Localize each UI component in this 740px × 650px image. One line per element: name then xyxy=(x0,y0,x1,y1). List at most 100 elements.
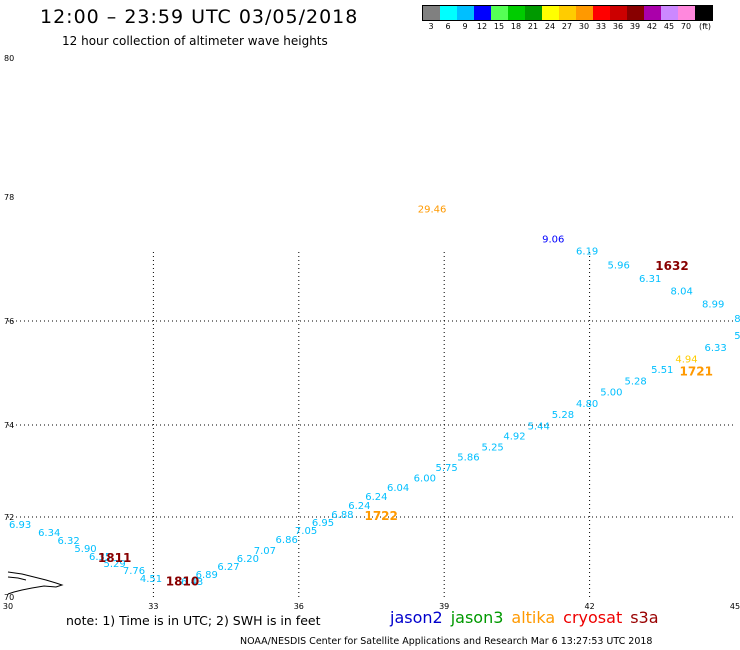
wave-height-label: 6.20 xyxy=(237,554,259,565)
pass-time-label: 1811 xyxy=(98,551,131,565)
wave-height-label: 6.32 xyxy=(57,536,79,547)
legend-label: 45 xyxy=(663,22,675,31)
wave-height-label: 4.94 xyxy=(675,355,697,366)
y-tick-label: 70 xyxy=(4,593,14,602)
x-tick-label: 45 xyxy=(730,602,740,611)
map-subtitle: 12 hour collection of altimeter wave hei… xyxy=(62,34,328,48)
wave-height-label: 4.92 xyxy=(503,432,525,443)
satellite-legend-item: s3a xyxy=(630,608,659,627)
legend-label: 42 xyxy=(646,22,658,31)
legend-swatch xyxy=(423,6,440,20)
legend-labels: 3 6 9 12 15 18 21 24 27 30 33 36 39 42 45 70 (ft) xyxy=(422,22,713,34)
satellite-legend-item: cryosat xyxy=(563,608,623,627)
pass-time-label: 1810 xyxy=(166,574,199,588)
wave-height-label: 5.44 xyxy=(528,422,550,433)
legend-label: 70 xyxy=(680,22,692,31)
legend-label: 33 xyxy=(595,22,607,31)
wave-height-label: 5.96 xyxy=(608,260,630,271)
wave-height-label: 6.88 xyxy=(331,510,353,521)
wave-height-label: 6.86 xyxy=(276,535,298,546)
wave-height-label: 5.29 xyxy=(103,559,125,570)
wave-height-label: 8.99 xyxy=(702,299,724,310)
legend-label: (ft) xyxy=(698,22,712,31)
legend-swatch xyxy=(474,6,491,20)
y-tick-label: 74 xyxy=(4,421,14,430)
legend-swatch xyxy=(593,6,610,20)
legend-swatch xyxy=(542,6,559,20)
legend-label: 24 xyxy=(544,22,556,31)
wave-height-label: 6.33 xyxy=(704,343,726,354)
wave-height-label: 6.31 xyxy=(639,274,661,285)
legend-color-bar xyxy=(422,5,713,21)
legend-label: 18 xyxy=(510,22,522,31)
y-tick-label: 80 xyxy=(4,54,14,63)
wave-height-label: 6.24 xyxy=(365,492,387,503)
pass-time-label: 1722 xyxy=(364,509,397,523)
legend-swatch xyxy=(678,6,695,20)
x-tick-label: 42 xyxy=(585,602,595,611)
coastline xyxy=(7,571,64,595)
legend-label: 3 xyxy=(428,22,434,31)
wave-height-label: 6.43 xyxy=(181,577,203,588)
wave-height-label: 8.04 xyxy=(671,286,693,297)
satellite-legend-item: altika xyxy=(511,608,556,627)
wave-height-label: 6.24 xyxy=(348,501,370,512)
wave-height-label: 5.51 xyxy=(651,365,673,376)
wave-height-label: 6.35 xyxy=(89,552,111,563)
legend-label: 30 xyxy=(578,22,590,31)
wave-height-label: 7.05 xyxy=(295,526,317,537)
y-tick-label: 78 xyxy=(4,193,14,202)
pass-time-label: 1632 xyxy=(655,259,688,273)
wave-height-color-legend: 3 6 9 12 15 18 21 24 27 30 33 36 39 42 45 70 (ft) xyxy=(422,5,713,34)
legend-label: 27 xyxy=(561,22,573,31)
wave-height-label: 6.27 xyxy=(217,562,239,573)
legend-label: 21 xyxy=(527,22,539,31)
wave-height-label: 6.00 xyxy=(414,474,436,485)
map-title: 12:00 – 23:59 UTC 03/05/2018 xyxy=(40,6,359,28)
satellite-legend: jason2 jason3 altika cryosat s3a xyxy=(390,608,667,627)
wave-height-label: 6.04 xyxy=(387,483,409,494)
wave-height-label: 5.00 xyxy=(600,387,622,398)
credit-line: NOAA/NESDIS Center for Satellite Applica… xyxy=(240,636,653,647)
legend-swatch xyxy=(559,6,576,20)
wave-height-label: 9.06 xyxy=(542,234,564,245)
legend-swatch xyxy=(695,6,712,20)
wave-height-label: 5.86 xyxy=(457,452,479,463)
x-tick-label: 30 xyxy=(3,602,13,611)
wave-height-label: 7.76 xyxy=(123,566,145,577)
wave-height-label: 7.07 xyxy=(254,546,276,557)
bottom-note: note: 1) Time is in UTC; 2) SWH is in fe… xyxy=(66,613,321,628)
legend-swatch xyxy=(576,6,593,20)
x-tick-label: 39 xyxy=(439,602,449,611)
wave-height-label: 6.19 xyxy=(576,247,598,258)
legend-label: 39 xyxy=(629,22,641,31)
legend-swatch xyxy=(440,6,457,20)
wave-height-label: 4.51 xyxy=(140,574,162,585)
wave-height-label: 6.95 xyxy=(312,518,334,529)
wave-height-label: 8 xyxy=(734,314,740,325)
legend-label: 9 xyxy=(462,22,468,31)
legend-label: 12 xyxy=(476,22,488,31)
satellite-legend-item: jason2 xyxy=(390,608,443,627)
legend-swatch xyxy=(491,6,508,20)
satellite-legend-item: jason3 xyxy=(450,608,504,627)
legend-swatch xyxy=(457,6,474,20)
legend-label: 6 xyxy=(445,22,451,31)
wave-height-label: 5.28 xyxy=(625,376,647,387)
wave-height-label: 5.90 xyxy=(74,544,96,555)
y-tick-label: 76 xyxy=(4,317,14,326)
y-tick-label: 72 xyxy=(4,513,14,522)
legend-swatch xyxy=(644,6,661,20)
wave-height-label: 6.34 xyxy=(38,528,60,539)
wave-height-label: 4.80 xyxy=(576,399,598,410)
wave-height-label: 5.28 xyxy=(552,410,574,421)
legend-swatch xyxy=(525,6,542,20)
legend-swatch xyxy=(610,6,627,20)
wave-height-label: 6.89 xyxy=(196,570,218,581)
legend-swatch xyxy=(627,6,644,20)
legend-label: 36 xyxy=(612,22,624,31)
coastline-inlet xyxy=(7,576,27,581)
x-tick-label: 36 xyxy=(294,602,304,611)
wave-height-label: 5 xyxy=(734,331,740,342)
